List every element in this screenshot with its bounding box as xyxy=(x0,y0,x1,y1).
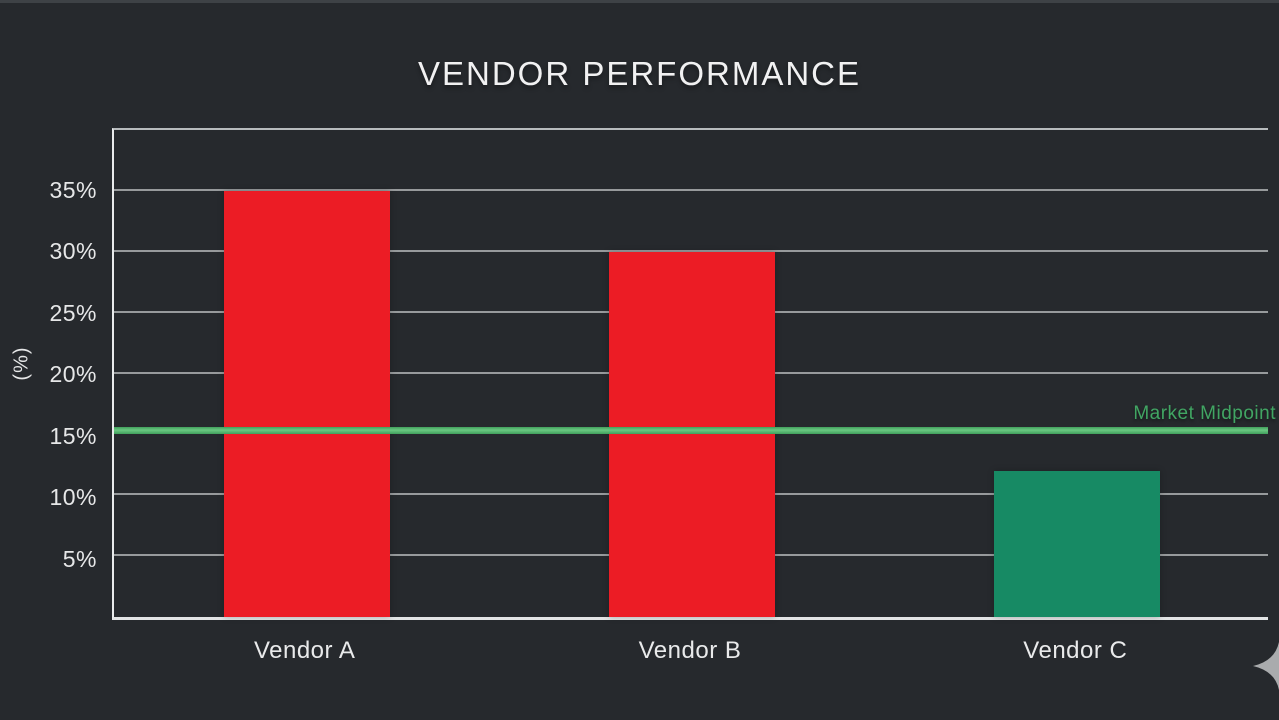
y-tick-label: 25% xyxy=(49,299,97,326)
y-tick-label: 20% xyxy=(49,361,97,387)
gridline xyxy=(114,188,1268,191)
y-tick-label: 10% xyxy=(49,484,97,510)
x-axis-label: Vendor C xyxy=(1023,637,1128,664)
bar-vendor-b xyxy=(609,251,775,617)
sparkle-icon xyxy=(1253,642,1279,690)
gridline xyxy=(114,249,1268,252)
market-midpoint-line xyxy=(114,427,1268,435)
x-axis-label: Vendor B xyxy=(638,637,742,664)
y-tick-label: 35% xyxy=(49,176,97,203)
market-midpoint-label: Market Midpoint xyxy=(1133,402,1276,424)
y-tick-label: 15% xyxy=(49,422,97,449)
y-tick-label: 5% xyxy=(62,545,97,572)
plot-area xyxy=(112,128,1268,620)
bar-vendor-a xyxy=(223,190,390,617)
chart-title: VENDOR PERFORMANCE xyxy=(417,55,862,92)
y-tick-label: 30% xyxy=(49,238,97,264)
bar-vendor-c xyxy=(994,470,1161,617)
top-edge-highlight xyxy=(0,0,1279,3)
x-axis-label: Vendor A xyxy=(253,637,356,664)
